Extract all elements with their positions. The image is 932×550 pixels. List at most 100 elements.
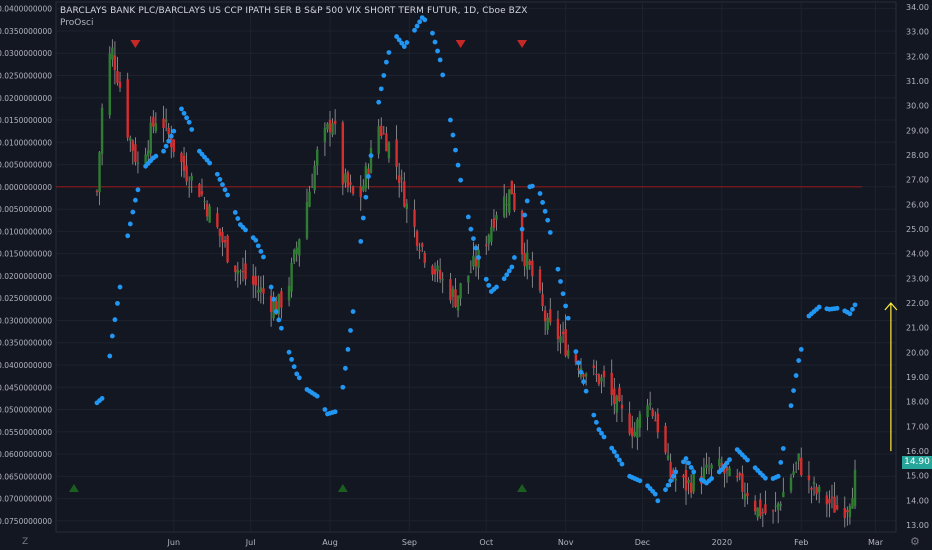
candle-body xyxy=(459,283,462,299)
candle-body xyxy=(111,47,114,60)
oscillator-dot xyxy=(340,384,346,390)
x-tick-label: 2020 xyxy=(712,538,732,547)
candle-body xyxy=(835,505,839,510)
buy-signal-arrow xyxy=(517,484,528,492)
candle-body xyxy=(710,464,713,469)
oscillator-dot xyxy=(506,268,512,274)
oscillator-dot xyxy=(184,115,190,121)
oscillator-dot xyxy=(504,272,510,278)
candle-body xyxy=(226,235,229,263)
candle-body xyxy=(185,165,188,182)
candle-body xyxy=(344,173,347,183)
left-tick-label: -0.0400000000 xyxy=(0,361,52,370)
candle-body xyxy=(707,469,711,471)
candle-body xyxy=(385,133,388,152)
oscillator-dot xyxy=(494,284,499,290)
candle-body xyxy=(454,289,457,307)
candle-body xyxy=(331,122,334,135)
oscillator-dot xyxy=(115,300,120,306)
candle-body xyxy=(295,247,298,255)
candle-body xyxy=(323,127,327,143)
candle-body xyxy=(275,301,278,315)
oscillator-dot xyxy=(670,473,676,479)
oscillator-dot xyxy=(358,238,364,244)
right-tick-label: 19.00 xyxy=(906,373,929,382)
candle-body xyxy=(718,458,721,467)
candle-body xyxy=(313,165,316,191)
chart-title: BARCLAYS BANK PLC/BARCLAYS US CCP IPATH … xyxy=(60,6,528,16)
oscillator-dot xyxy=(512,255,517,260)
oscillator-dot xyxy=(171,128,177,134)
candle-body xyxy=(162,118,165,129)
candle-body xyxy=(741,473,744,492)
oscillator-dot xyxy=(117,284,123,290)
candle-body xyxy=(656,413,660,433)
oscillator-dot xyxy=(381,73,387,78)
right-axis: 34.00 33.00 32.00 31.00 30.00 29.00 28.00 27.00… xyxy=(895,2,929,532)
left-tick-label: -0.0450000000 xyxy=(0,383,52,392)
candle-body xyxy=(287,285,291,301)
oscillator-dot xyxy=(161,148,166,154)
candle-body xyxy=(825,495,829,505)
left-tick-label: -0.0750000000 xyxy=(0,517,52,526)
oscillator-dot xyxy=(681,459,686,465)
candle-body xyxy=(620,404,624,409)
oscillator-dot xyxy=(342,365,348,371)
oscillator-dot xyxy=(668,478,674,484)
timezone-icon[interactable]: Z xyxy=(22,537,29,547)
candle-body xyxy=(469,271,473,273)
candle-body xyxy=(474,257,478,267)
candle-body xyxy=(431,265,434,275)
candle-body xyxy=(98,152,101,193)
oscillator-dot xyxy=(401,44,407,49)
candle-body xyxy=(817,487,821,493)
signal-arrows xyxy=(68,40,528,492)
candle-body xyxy=(648,402,652,405)
oscillator-dot xyxy=(222,187,228,193)
oscillator-dot xyxy=(163,143,169,149)
left-tick-label: -0.0000000000 xyxy=(0,183,52,192)
oscillator-dot xyxy=(225,192,230,198)
oscillator-dot xyxy=(258,249,264,254)
candle-body xyxy=(382,133,386,135)
oscillator-dot xyxy=(235,216,241,221)
oscillator-dot xyxy=(683,456,689,461)
oscillator-dot xyxy=(432,39,438,45)
oscillator-dot xyxy=(655,498,661,504)
candle-body xyxy=(190,176,193,181)
oscillator-dot xyxy=(107,353,113,359)
candle-body xyxy=(200,191,204,195)
candle-body xyxy=(592,365,596,368)
oscillator-dot xyxy=(261,254,266,260)
candle-body xyxy=(251,275,255,285)
left-tick-label: -0.0350000000 xyxy=(0,339,52,348)
candle-body xyxy=(236,269,240,275)
oscillator-dot xyxy=(665,482,671,488)
left-tick-label: -0.0200000000 xyxy=(0,272,52,281)
candle-body xyxy=(449,279,452,301)
candle-body xyxy=(351,186,355,194)
candle-body xyxy=(848,505,852,518)
candle-body xyxy=(333,120,337,125)
oscillator-dot xyxy=(583,388,589,394)
oscillator-dot xyxy=(609,445,615,451)
oscillator-dot xyxy=(437,57,443,63)
right-tick-label: 17.00 xyxy=(906,422,929,431)
candle-body xyxy=(326,123,329,130)
candle-body xyxy=(513,192,516,211)
oscillator-dot xyxy=(596,427,602,432)
candle-body xyxy=(400,178,403,180)
oscillator-dot xyxy=(850,306,855,312)
oscillator-dot xyxy=(207,160,213,166)
candle-body xyxy=(129,137,132,141)
oscillator-dot xyxy=(396,37,402,43)
oscillator-dot xyxy=(593,419,599,425)
candle-body xyxy=(828,498,831,504)
candle-body xyxy=(702,468,706,480)
candle-body xyxy=(359,186,362,198)
settings-gear-icon[interactable]: ⚙ xyxy=(910,535,920,548)
candle-body xyxy=(615,396,619,413)
candle-body xyxy=(510,180,514,195)
right-tick-label: 29.00 xyxy=(906,126,929,135)
